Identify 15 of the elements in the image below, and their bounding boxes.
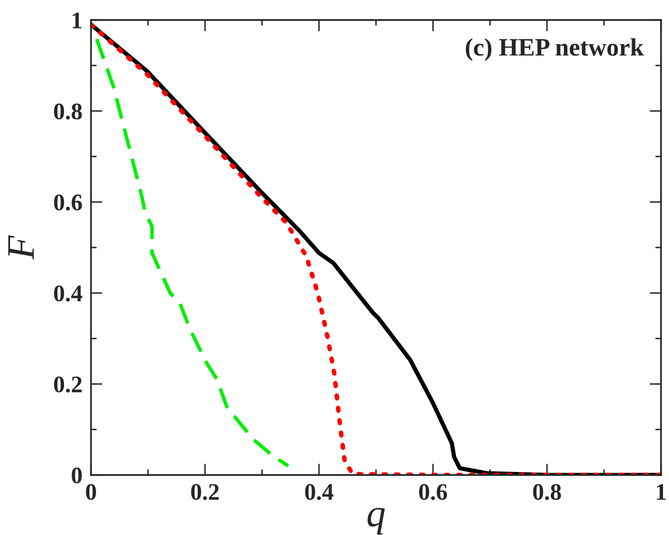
y-tick-label: 0.6: [54, 194, 82, 211]
x-tick-label: 0.8: [533, 484, 561, 500]
x-tick-label: 0.6: [419, 484, 448, 500]
y-tick-label: 0.2: [54, 376, 82, 393]
y-tick-label: 0.4: [54, 285, 82, 302]
y-tick-label: 0: [72, 467, 82, 484]
x-tick-label: 0: [86, 484, 96, 500]
y-axis-title: F: [8, 235, 34, 260]
y-tick-label: 1: [72, 12, 82, 28]
annotation: (c) HEP network: [466, 38, 644, 61]
y-tick-label: 0.8: [54, 103, 82, 120]
x-tick-label: 0.2: [191, 484, 219, 500]
x-tick-label: 1: [656, 484, 666, 500]
x-tick-label: 0.4: [305, 484, 334, 500]
x-axis-title: q: [368, 508, 385, 534]
